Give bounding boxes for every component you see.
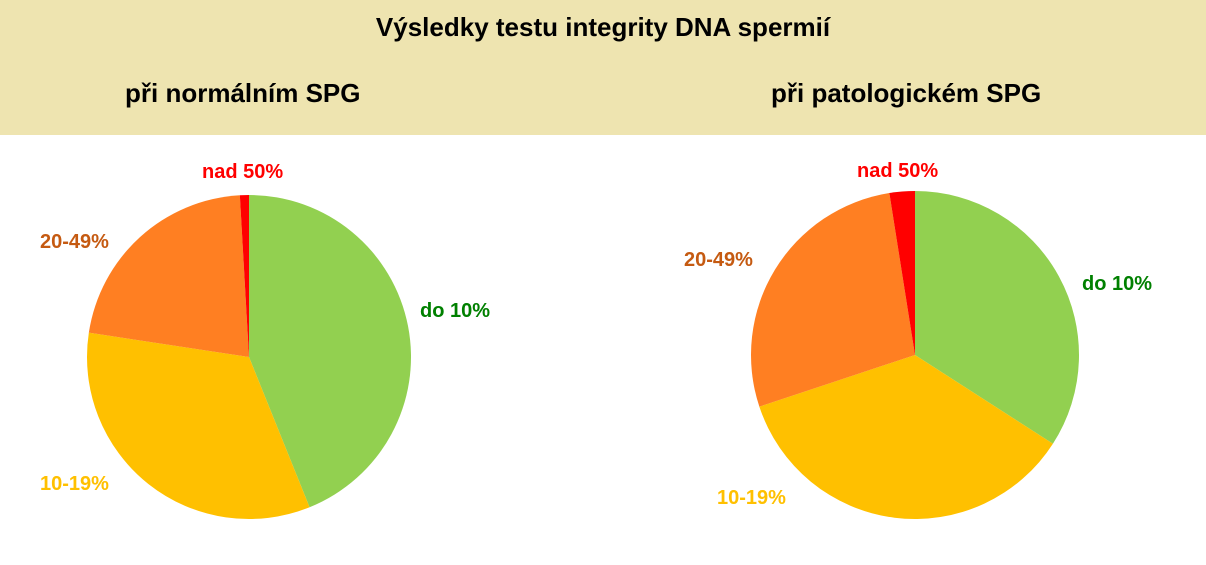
right-pie-slice-20-49 [750,193,915,407]
left-pie-slice-do10 [249,195,412,508]
left-label-20-49: 20-49% [40,231,109,253]
right-pie-title: při patologickém SPG [771,78,1042,108]
right-pie-slice-do10 [915,191,1080,444]
right-label-20-49: 20-49% [684,249,753,271]
right-pie-slice-10-19 [759,355,1053,520]
right-label-10-19: 10-19% [717,487,786,509]
right-label-nad50: nad 50% [857,160,939,182]
left-label-10-19: 10-19% [40,473,109,495]
right-pie-slice-nad50 [889,191,915,355]
left-label-nad50: nad 50% [202,161,284,183]
right-label-do10: do 10% [1082,273,1153,295]
left-pie-title: při normálním SPG [125,78,361,108]
left-pie-slice-10-19 [87,332,310,519]
left-pie-slice-20-49 [88,195,250,357]
chart-title: Výsledky testu integrity DNA spermií [375,12,831,42]
left-label-do10: do 10% [420,300,491,322]
left-pie-slice-nad50 [239,195,249,357]
header-band [0,0,1206,135]
